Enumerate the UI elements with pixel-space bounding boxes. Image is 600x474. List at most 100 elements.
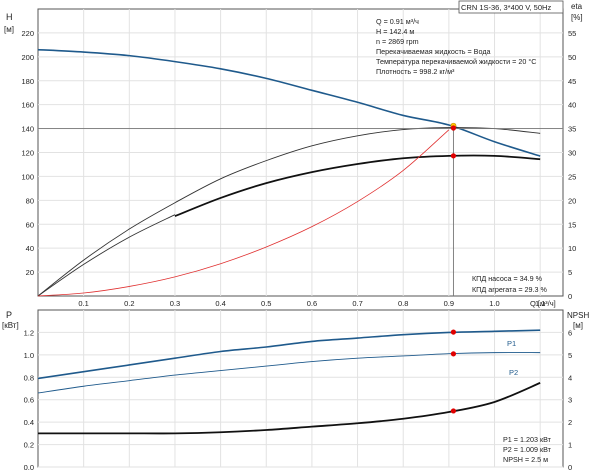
bot-series-line-2 — [38, 382, 541, 435]
right-tick-label: 1 — [568, 441, 572, 450]
unit-efficiency-note: КПД агрегата = 29.3 % — [472, 285, 548, 294]
bot-series-line-0 — [37, 329, 541, 380]
power-axis-ticks: 0.0 0.2 0.4 0.6 0.8 1.0 1.2 — [24, 328, 34, 472]
left-tick-label: 100 — [21, 172, 34, 181]
right-tick-label: 0 — [568, 463, 572, 472]
left-tick-label: 1.2 — [24, 328, 34, 337]
right-tick-label: 4 — [568, 373, 572, 382]
x-tick-label: 0.2 — [124, 299, 134, 308]
top-grid — [38, 9, 563, 296]
p2-series-label: P2 — [509, 368, 518, 377]
eta-axis-unit: [%] — [571, 13, 583, 22]
x-tick-label: 1.1 — [535, 299, 545, 308]
left-tick-label: 140 — [21, 125, 34, 134]
x-tick-label: 0.5 — [261, 299, 271, 308]
info-line-flow: Q = 0.91 м³/ч — [376, 17, 419, 26]
info-line-speed: n = 2869 rpm — [376, 37, 419, 46]
flow-axis-label: Q [м³/ч] — [530, 299, 556, 308]
info-line-density: Плотность = 998.2 кг/м³ — [376, 67, 455, 76]
left-tick-label: 180 — [21, 77, 34, 86]
left-tick-label: 0.4 — [24, 418, 34, 427]
top-series-line-4 — [37, 129, 450, 297]
left-tick-label: 0.6 — [24, 396, 34, 405]
header-label-box — [458, 0, 564, 14]
right-tick-label: 2 — [568, 418, 572, 427]
left-tick-label: 0.8 — [24, 373, 34, 382]
x-tick-label: 0.8 — [398, 299, 408, 308]
left-tick-label: 0.0 — [24, 463, 34, 472]
head-efficiency-panel: 20 40 60 80 100 120 140 160 180 200 220 0 5 10 15 20 25… — [4, 0, 583, 308]
bottom-grid — [38, 310, 563, 468]
efficiency-notes: КПД насоса = 34.9 % КПД агрегата = 29.3 … — [472, 274, 548, 294]
top-markers — [450, 122, 457, 159]
top-series-line-2 — [37, 214, 176, 297]
left-tick-label: 0.2 — [24, 441, 34, 450]
eta-axis-title: eta — [571, 2, 583, 11]
p1-value: P1 = 1.203 кВт — [503, 435, 552, 444]
bottom-curves — [37, 329, 541, 435]
x-tick-label: 0.9 — [444, 299, 454, 308]
head-axis-unit: [м] — [4, 25, 14, 34]
left-tick-label: 1.0 — [24, 351, 34, 360]
right-tick-label: 0 — [568, 292, 572, 301]
info-line-head: H = 142.4 м — [376, 27, 414, 36]
operating-point-marker — [450, 125, 457, 131]
x-tick-label: 0.1 — [78, 299, 88, 308]
power-npsh-panel: 0.0 0.2 0.4 0.6 0.8 1.0 1.2 0 1 2 3 4 5 6 P [кВт] NP… — [2, 309, 589, 472]
flow-axis-ticks: 0.1 0.2 0.3 0.4 0.5 0.6 0.7 0.8 0.9 1.0 1.1 — [78, 299, 545, 308]
left-tick-label: 40 — [26, 244, 34, 253]
head-axis-ticks: 20 40 60 80 100 120 140 160 180 200 220 — [21, 29, 34, 277]
bottom-markers — [450, 329, 457, 414]
right-tick-label: 25 — [568, 172, 576, 181]
top-curves — [37, 48, 541, 297]
pump-efficiency-note: КПД насоса = 34.9 % — [472, 274, 543, 283]
bot-series-line-1 — [37, 352, 541, 394]
power-axis-unit: [кВт] — [2, 321, 19, 330]
left-tick-label: 160 — [21, 101, 34, 110]
left-tick-label: 80 — [26, 196, 34, 205]
npsh-axis-ticks: 0 1 2 3 4 5 6 — [568, 328, 572, 472]
eta-axis-ticks: 0 5 10 15 20 25 30 35 40 45 50 55 — [568, 29, 576, 301]
right-tick-label: 5 — [568, 268, 572, 277]
power-values: P1 = 1.203 кВт P2 = 1.009 кВт NPSH = 2.5… — [503, 435, 552, 464]
head-axis-title: H — [6, 12, 13, 22]
left-tick-label: 220 — [21, 29, 34, 38]
npsh-value: NPSH = 2.5 м — [503, 455, 548, 464]
right-tick-label: 55 — [568, 29, 576, 38]
x-tick-label: 0.4 — [215, 299, 225, 308]
npsh-axis-title: NPSH — [567, 311, 589, 320]
operating-point-marker — [450, 351, 457, 357]
p1-series-label: P1 — [507, 339, 516, 348]
left-tick-label: 20 — [26, 268, 34, 277]
right-tick-label: 40 — [568, 101, 576, 110]
right-tick-label: 3 — [568, 396, 572, 405]
right-tick-label: 50 — [568, 53, 576, 62]
right-tick-label: 5 — [568, 351, 572, 360]
operating-point-marker — [450, 329, 457, 335]
right-tick-label: 20 — [568, 196, 576, 205]
right-tick-label: 30 — [568, 149, 576, 158]
left-tick-label: 60 — [26, 220, 34, 229]
right-tick-label: 45 — [568, 77, 576, 86]
right-tick-label: 15 — [568, 220, 576, 229]
operating-point-marker — [450, 153, 457, 159]
info-line-temperature: Температура перекачиваемой жидкости = 20… — [376, 57, 536, 66]
right-tick-label: 6 — [568, 328, 572, 337]
x-tick-label: 0.6 — [307, 299, 317, 308]
right-tick-label: 10 — [568, 244, 576, 253]
operating-point-marker — [450, 408, 457, 414]
top-series-line-3 — [174, 154, 541, 217]
left-tick-label: 200 — [21, 53, 34, 62]
npsh-axis-unit: [м] — [573, 321, 583, 330]
header-label: CRN 1S-36, 3*400 V, 50Hz — [461, 3, 551, 12]
duty-point-guides — [38, 125, 563, 296]
right-tick-label: 35 — [568, 125, 576, 134]
duty-info: Q = 0.91 м³/ч H = 142.4 м n = 2869 rpm П… — [376, 17, 536, 76]
bottom-plot-frame — [37, 309, 564, 468]
p2-value: P2 = 1.009 кВт — [503, 445, 552, 454]
info-line-liquid: Перекачиваемая жидкость = Вода — [376, 47, 491, 56]
x-tick-label: 1.0 — [489, 299, 499, 308]
power-axis-title: P — [6, 310, 12, 320]
x-tick-label: 0.3 — [170, 299, 180, 308]
